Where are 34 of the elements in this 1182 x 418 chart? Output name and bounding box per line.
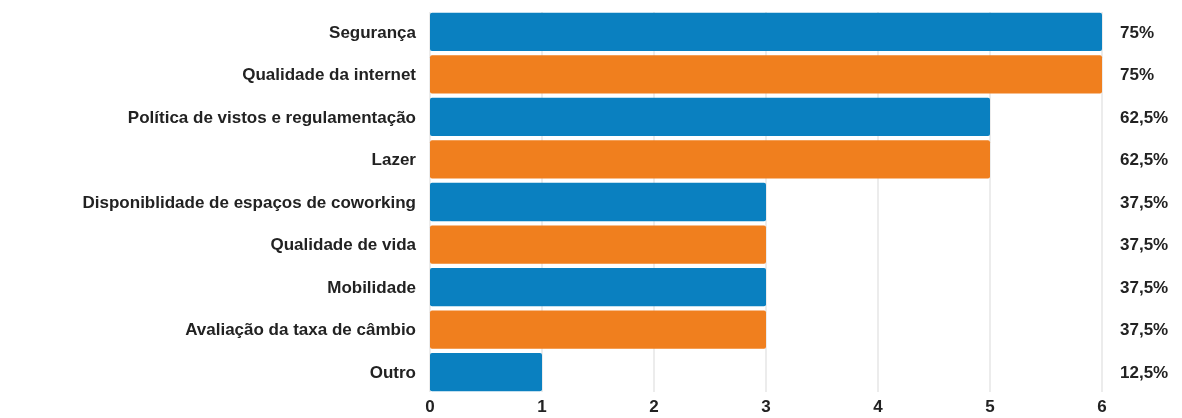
x-tick-label: 2 (649, 397, 659, 416)
bar (430, 97, 990, 137)
bar (430, 140, 990, 179)
x-tick-label: 0 (425, 397, 435, 416)
y-tick-label: Qualidade da internet (242, 65, 417, 85)
text: 37,5% (1120, 277, 1169, 297)
y-tick-label: Lazer (371, 150, 417, 170)
x-tick-label: 3 (761, 397, 771, 416)
y-tick-label: Mobilidade (327, 277, 416, 297)
text: 62,5% (1120, 107, 1169, 127)
text: 37,5% (1120, 320, 1169, 340)
y-tick-label: Política de vistos e regulamentação (127, 107, 416, 127)
bar (430, 352, 542, 392)
x-tick-label: 5 (985, 397, 995, 416)
y-tick-label: Segurança (329, 22, 417, 42)
y-tick-label: Avaliação da taxa de câmbio (185, 320, 416, 340)
text: 37,5% (1120, 192, 1169, 212)
text: 37,5% (1120, 235, 1169, 255)
text: 75% (1120, 65, 1155, 85)
bar (430, 225, 766, 264)
bar (430, 182, 766, 222)
bar (430, 267, 766, 307)
bar (430, 310, 766, 349)
text: 12,5% (1120, 362, 1169, 382)
x-tick-label: 4 (873, 397, 884, 416)
text: 75% (1120, 22, 1155, 42)
y-tick-label: Outro (369, 362, 416, 382)
y-tick-label: Qualidade de vida (270, 235, 417, 255)
x-tick-label: 6 (1097, 397, 1107, 416)
bar (430, 55, 1102, 94)
bar (430, 12, 1102, 52)
x-tick-label: 1 (537, 397, 547, 416)
y-tick-label: Disponiblidade de espaços de coworking (82, 192, 416, 212)
text: 62,5% (1120, 150, 1169, 170)
